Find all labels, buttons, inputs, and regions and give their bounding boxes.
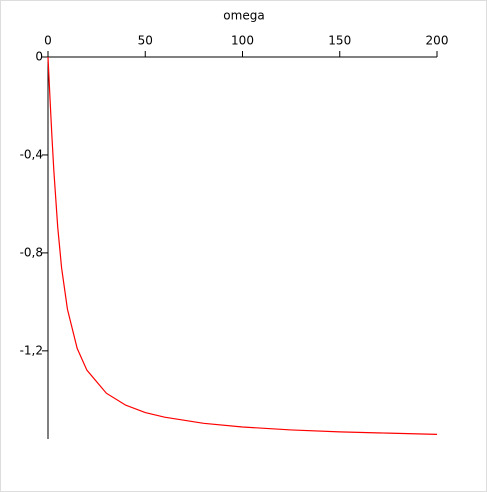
line [47,56,438,435]
x-tick-label: 50 [138,34,153,48]
y-tick-label: -1,2 [20,343,43,357]
x-tick-label: 100 [231,34,254,48]
x-tick-label: 0 [44,34,52,48]
y-tick-label: -0,4 [20,147,43,161]
x-axis-label: omega [223,9,264,23]
x-tick-label: 200 [426,34,449,48]
y-tick-label: 0 [35,50,43,64]
y-tick-label: -0,8 [20,245,43,259]
x-tick-label: 150 [328,34,351,48]
